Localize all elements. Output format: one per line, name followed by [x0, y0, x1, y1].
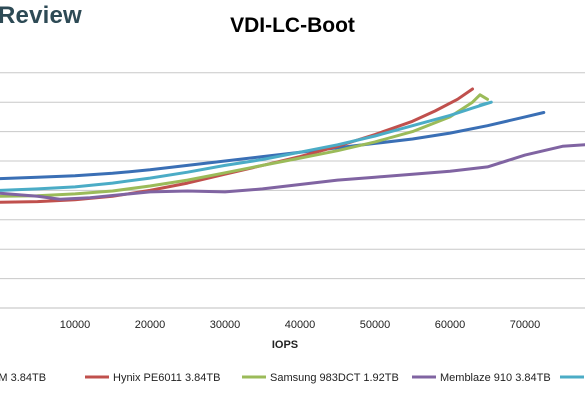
gridlines — [0, 72, 585, 309]
x-axis-title: IOPS — [272, 339, 298, 351]
brand-logo-text: Review — [0, 2, 82, 29]
legend-label: Samsung 983DCT 1.92TB — [270, 372, 399, 384]
chart-title: VDI-LC-Boot — [230, 14, 355, 37]
series-line-2 — [0, 87, 474, 204]
series-lines — [0, 87, 585, 204]
series-line-3 — [0, 93, 489, 198]
legend-label: Memblaze 910 3.84TB — [440, 372, 551, 384]
legend: DC1000M 3.84TB Hynix PE6011 3.84TB Samsung… — [0, 372, 584, 384]
legend-label: Hynix PE6011 3.84TB — [113, 372, 220, 384]
x-tick-label: 20000 — [135, 319, 166, 331]
x-axis-ticks: 10000 20000 30000 40000 50000 60000 70000 — [60, 319, 541, 331]
x-tick-label: 70000 — [510, 319, 541, 331]
x-tick-label: 40000 — [285, 319, 316, 331]
series-line-4 — [0, 143, 585, 201]
x-tick-label: 50000 — [360, 319, 391, 331]
x-tick-label: 60000 — [435, 319, 466, 331]
x-tick-label: 30000 — [210, 319, 241, 331]
x-tick-label: 10000 — [60, 319, 91, 331]
legend-label: DC1000M 3.84TB — [0, 372, 46, 384]
series-line-5 — [0, 100, 493, 192]
